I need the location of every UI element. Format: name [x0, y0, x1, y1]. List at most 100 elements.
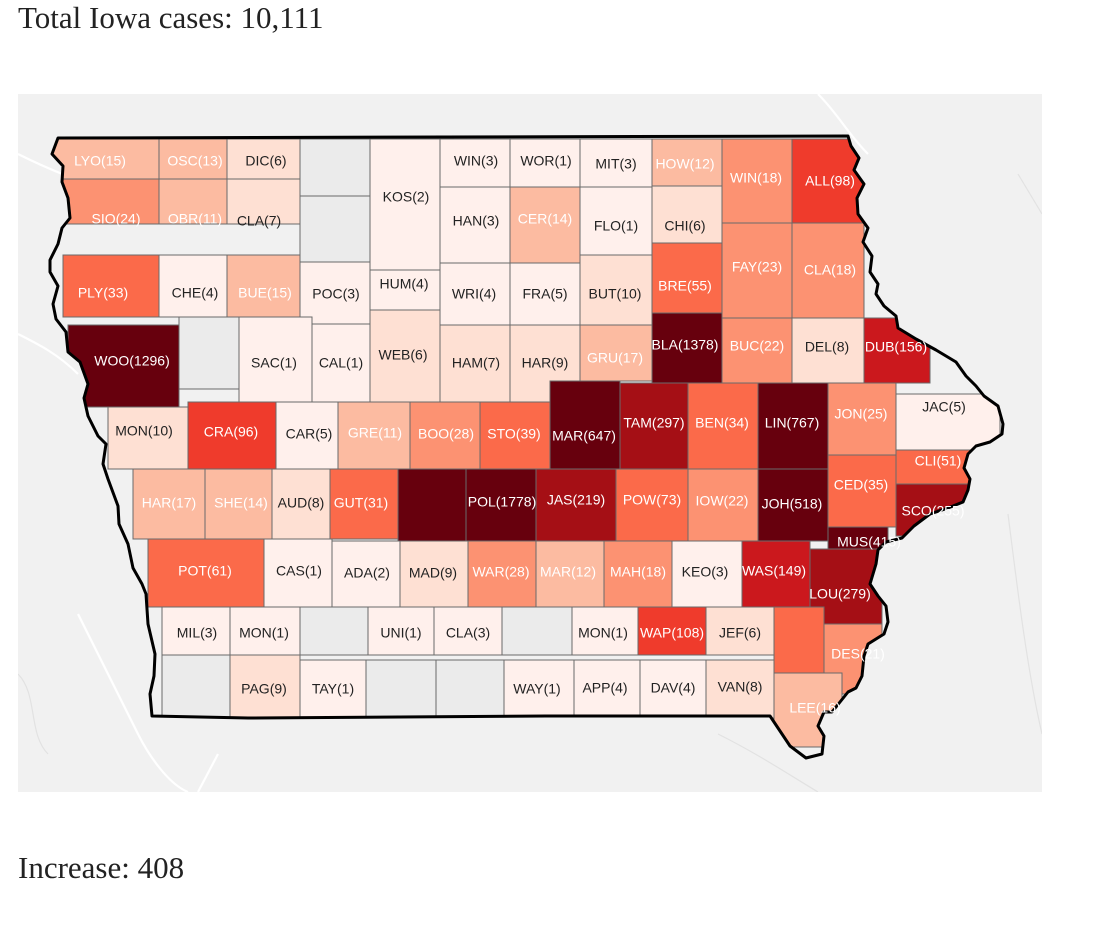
county-ply[interactable] — [62, 254, 160, 318]
county-mil[interactable] — [161, 606, 231, 656]
county-mah[interactable] — [603, 540, 673, 608]
county-how[interactable] — [651, 138, 723, 187]
county-gre[interactable] — [337, 401, 411, 470]
county-label-mar2: MAR(12) — [540, 564, 596, 580]
county-han[interactable] — [439, 186, 511, 264]
county-label-dub: DUB(156) — [865, 339, 927, 355]
county-all[interactable] — [791, 138, 865, 224]
county-dal[interactable] — [397, 468, 467, 542]
county-emm[interactable] — [299, 138, 371, 197]
county-she[interactable] — [204, 468, 273, 540]
county-jon[interactable] — [827, 382, 897, 456]
county-mit[interactable] — [579, 138, 653, 188]
county-tam[interactable] — [619, 382, 689, 470]
county-label-all: ALL(98) — [805, 173, 855, 189]
county-fre[interactable] — [161, 654, 231, 719]
county-keo[interactable] — [671, 540, 743, 608]
county-luc[interactable] — [501, 606, 573, 656]
county-joh[interactable] — [757, 468, 829, 542]
county-pol[interactable] — [465, 468, 537, 542]
county-jas[interactable] — [535, 468, 617, 542]
county-bre[interactable] — [651, 242, 723, 314]
county-hen[interactable] — [773, 606, 825, 674]
county-label-cla2: CLA(18) — [804, 262, 856, 278]
county-cla2[interactable] — [791, 222, 865, 319]
county-label-fay: FAY(23) — [732, 259, 782, 275]
county-war[interactable] — [467, 540, 537, 608]
county-mar2[interactable] — [535, 540, 605, 608]
county-adr[interactable] — [299, 606, 369, 656]
county-uni[interactable] — [367, 606, 435, 656]
county-obr[interactable] — [158, 178, 228, 225]
county-gru[interactable] — [579, 324, 653, 382]
county-jef[interactable] — [705, 606, 775, 656]
county-wor[interactable] — [509, 138, 581, 188]
county-dav[interactable] — [639, 659, 707, 719]
iowa-county-map[interactable]: LYO(15) OSC(13) DIC(6) KOS(2) WIN(3) WOR(1) MI… — [18, 94, 1042, 792]
county-cer[interactable] — [509, 186, 581, 264]
county-label-jas: JAS(219) — [547, 492, 605, 508]
county-label-har2: HAR(17) — [142, 495, 196, 511]
county-label-mil: MIL(3) — [177, 625, 217, 641]
county-label-mad: MAD(9) — [409, 565, 457, 581]
county-mon3[interactable] — [571, 606, 639, 656]
county-label-keo: KEO(3) — [682, 564, 729, 580]
county-ben[interactable] — [687, 382, 759, 470]
county-chi[interactable] — [651, 185, 723, 244]
county-label-cas: CAS(1) — [276, 563, 322, 579]
county-boo[interactable] — [409, 401, 481, 470]
county-van[interactable] — [705, 659, 775, 719]
county-iow[interactable] — [687, 468, 759, 542]
county-mad[interactable] — [399, 540, 469, 608]
county-label-layer: LYO(15) OSC(13) DIC(6) KOS(2) WIN(3) WOR(1) MI… — [74, 153, 966, 716]
county-cas[interactable] — [263, 538, 333, 608]
county-pag[interactable] — [229, 654, 301, 719]
county-label-cer: CER(14) — [518, 211, 572, 227]
county-bue[interactable] — [226, 254, 301, 318]
county-label-poc: POC(3) — [312, 286, 359, 302]
county-layer — [50, 138, 1001, 748]
county-label-lee: LEE(16) — [789, 700, 840, 716]
county-sac[interactable] — [238, 316, 313, 403]
county-wri[interactable] — [439, 262, 511, 326]
county-flo[interactable] — [579, 186, 653, 256]
county-rin[interactable] — [365, 659, 437, 719]
county-poc[interactable] — [299, 261, 371, 325]
county-win1[interactable] — [439, 138, 511, 188]
county-label-buc: BUC(22) — [730, 338, 784, 354]
county-pal[interactable] — [299, 195, 371, 263]
county-ced[interactable] — [827, 454, 897, 528]
county-aud[interactable] — [271, 468, 331, 540]
county-win2[interactable] — [721, 138, 793, 224]
county-har2[interactable] — [132, 468, 206, 540]
county-ham[interactable] — [439, 324, 511, 403]
county-label-lin: LIN(767) — [765, 415, 819, 431]
county-label-har1: HAR(9) — [522, 355, 569, 371]
county-cal[interactable] — [311, 323, 371, 403]
county-wap[interactable] — [637, 606, 707, 656]
county-jac[interactable] — [895, 393, 1001, 451]
county-fra[interactable] — [509, 262, 581, 326]
county-app[interactable] — [573, 659, 641, 719]
county-label-chi: CHI(6) — [664, 218, 705, 234]
county-label-bue: BUE(15) — [238, 285, 292, 301]
county-tay[interactable] — [299, 659, 367, 719]
county-label-was: WAS(149) — [742, 563, 806, 579]
county-label-cal: CAL(1) — [319, 355, 363, 371]
county-hum[interactable] — [369, 269, 441, 311]
county-label-mit: MIT(3) — [595, 156, 636, 172]
county-pot[interactable] — [147, 538, 265, 608]
county-che[interactable] — [158, 254, 228, 318]
county-web[interactable] — [369, 309, 441, 403]
county-label-tam: TAM(297) — [623, 415, 684, 431]
county-label-che: CHE(4) — [172, 285, 219, 301]
county-gut[interactable] — [329, 468, 399, 540]
county-car[interactable] — [275, 401, 339, 470]
county-way[interactable] — [503, 659, 575, 719]
county-dec[interactable] — [435, 659, 505, 719]
county-label-wor: WOR(1) — [520, 153, 571, 169]
county-ida[interactable] — [178, 316, 240, 390]
county-cla3[interactable] — [433, 606, 503, 656]
county-label-boo: BOO(28) — [418, 426, 474, 442]
county-mar1[interactable] — [549, 380, 621, 470]
